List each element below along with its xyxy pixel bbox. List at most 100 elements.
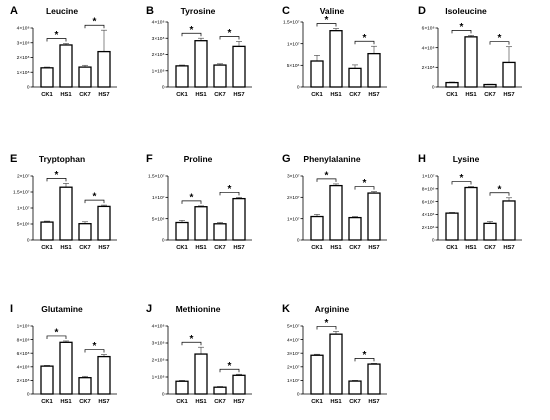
- bar-ck7: [78, 377, 92, 395]
- y-tick-label: 8×10⁸: [17, 337, 30, 343]
- significance-bracket: [354, 358, 375, 362]
- y-tick-label: 5×10⁶: [287, 63, 300, 69]
- x-category-label: HS1: [330, 92, 342, 98]
- bar-hs1: [194, 353, 208, 395]
- bar-ck1: [175, 221, 189, 241]
- x-category-label: HS7: [368, 245, 379, 251]
- y-tick-label: 4×10⁸: [17, 365, 30, 371]
- bar-ck7: [213, 386, 227, 395]
- x-category-label: HS7: [368, 399, 379, 405]
- significance-bracket: [219, 36, 240, 40]
- y-tick-label: 5×10⁷: [287, 324, 300, 330]
- significance-star: *: [93, 17, 97, 28]
- x-category-label: HS7: [233, 245, 244, 251]
- y-tick-label: 1.5×10⁷: [283, 20, 300, 26]
- significance-bracket: [46, 178, 67, 182]
- x-category-label: HS1: [330, 245, 342, 251]
- panel-letter: K: [282, 303, 290, 315]
- bar-hs1: [329, 30, 343, 88]
- bar-ck1: [175, 65, 189, 88]
- significance-star: *: [93, 192, 97, 203]
- bar-hs1: [59, 341, 73, 395]
- bar-hs7: [367, 52, 381, 88]
- significance-bracket: [316, 23, 337, 27]
- bar-hs1: [329, 333, 343, 395]
- bar-ck7: [213, 223, 227, 241]
- x-category-label: HS1: [465, 245, 477, 251]
- panel-title: Tyrosine: [181, 6, 216, 16]
- y-tick-label: 1×10⁷: [152, 195, 165, 201]
- significance-star: *: [228, 361, 232, 372]
- x-category-label: CK1: [41, 92, 53, 98]
- x-category-label: CK1: [41, 245, 53, 251]
- y-tick-label: 0: [432, 238, 435, 244]
- y-tick-label: 4×10⁸: [152, 324, 165, 330]
- x-category-label: CK7: [79, 245, 91, 251]
- significance-star: *: [55, 170, 59, 181]
- bar-hs7: [232, 374, 246, 395]
- panel-letter: E: [10, 153, 17, 165]
- panel-a: A Leucine 0 1×10⁸ 2×10⁸ 3×10⁸ 4×10⁸ CK1 HS1 CK7 HS…: [10, 5, 117, 98]
- significance-star: *: [325, 15, 329, 26]
- panel-letter: H: [418, 153, 426, 165]
- panel-letter: C: [282, 5, 290, 17]
- significance-star: *: [228, 28, 232, 39]
- y-tick-label: 6×10⁸: [17, 351, 30, 357]
- significance-bracket: [84, 199, 105, 204]
- panel-title: Glutamine: [41, 304, 83, 314]
- bar-hs1: [329, 184, 343, 241]
- y-tick-label: 3×10⁸: [152, 341, 165, 347]
- x-category-label: HS7: [233, 399, 244, 405]
- bar-hs7: [367, 363, 381, 395]
- significance-bracket: [181, 32, 202, 37]
- panel-b: B Tyrosine 0 1×10⁸ 2×10⁸ 3×10⁸ 4×10⁸ CK1 HS1 CK7 H…: [146, 5, 252, 98]
- x-category-label: CK7: [349, 245, 361, 251]
- y-tick-label: 6×10⁶: [422, 199, 435, 205]
- y-tick-label: 6×10⁸: [422, 26, 435, 32]
- y-tick-label: 0: [27, 392, 30, 398]
- significance-bracket: [219, 368, 240, 373]
- significance-bracket: [451, 30, 472, 34]
- x-category-label: CK7: [349, 399, 361, 405]
- bar-hs7: [502, 200, 516, 241]
- panel-letter: F: [146, 153, 153, 165]
- y-tick-label: 1×10⁷: [422, 174, 435, 180]
- panel-title: Methionine: [176, 304, 221, 314]
- panel-letter: I: [10, 303, 13, 315]
- y-tick-label: 0: [297, 238, 300, 244]
- x-category-label: CK1: [176, 399, 188, 405]
- y-tick-label: 1×10⁹: [17, 324, 30, 330]
- bar-hs1: [59, 186, 73, 241]
- x-category-label: HS1: [60, 399, 72, 405]
- bar-ck1: [310, 215, 324, 241]
- x-category-label: CK7: [214, 399, 226, 405]
- significance-bracket: [354, 40, 375, 45]
- significance-star: *: [363, 350, 367, 361]
- y-tick-label: 1.5×10⁷: [13, 190, 30, 196]
- panel-e: E Tryptophan 0 5×10⁶ 1×10⁷ 1.5×10⁷ 2×10⁷ CK1 HS1…: [10, 153, 117, 251]
- panel-title: Valine: [320, 6, 345, 16]
- y-tick-label: 2×10⁸: [152, 358, 165, 364]
- bar-ck1: [175, 380, 189, 395]
- significance-bracket: [181, 341, 202, 346]
- bar-hs7: [97, 50, 111, 88]
- x-category-label: HS7: [233, 92, 244, 98]
- significance-star: *: [325, 318, 329, 329]
- panel-j: J Methionine 0 1×10⁸ 2×10⁸ 3×10⁸ 4×10⁸ CK1 HS1 CK…: [146, 303, 252, 405]
- y-tick-label: 0: [162, 85, 165, 91]
- x-category-label: HS7: [368, 92, 379, 98]
- significance-star: *: [55, 327, 59, 338]
- panel-k: K Arginine 0 1×10⁷ 2×10⁷ 3×10⁷ 4×10⁷ 5×10⁷ CK1 HS…: [282, 303, 387, 405]
- y-tick-label: 0: [27, 85, 30, 91]
- significance-star: *: [190, 192, 194, 203]
- y-tick-label: 3×10⁷: [287, 174, 300, 180]
- panel-title: Proline: [184, 154, 213, 164]
- bar-ck1: [310, 354, 324, 395]
- y-tick-label: 0: [297, 392, 300, 398]
- x-category-label: HS1: [195, 399, 207, 405]
- y-tick-label: 1×10⁷: [287, 41, 300, 47]
- significance-bracket: [354, 186, 375, 190]
- y-tick-label: 1×10⁸: [17, 70, 30, 76]
- bar-hs7: [97, 205, 111, 241]
